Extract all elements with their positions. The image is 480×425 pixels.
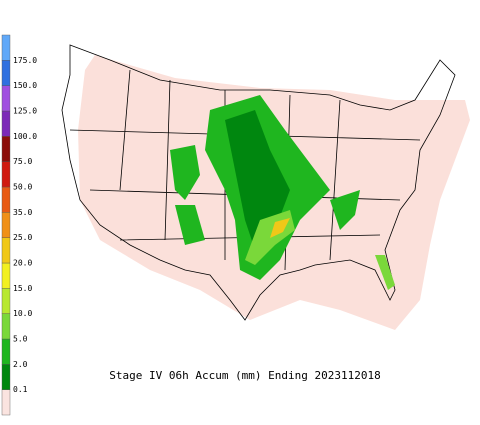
- legend-swatch: [1, 85, 11, 112]
- map-title: Stage IV 06h Accum (mm) Ending 202311201…: [109, 369, 381, 382]
- legend: 0.1 2.0 5.0 10.0 15.0 20.0 25.0 35.0 50.0 75.0 100…: [1, 34, 37, 416]
- legend-swatch: [1, 110, 11, 137]
- legend-label: 2.0: [13, 360, 28, 369]
- legend-swatch: [1, 136, 11, 162]
- legend-swatch: [1, 364, 11, 390]
- precip-areas: [170, 95, 395, 290]
- legend-swatch: [1, 212, 11, 238]
- legend-swatch: [1, 237, 11, 264]
- legend-label: 15.0: [13, 284, 32, 293]
- legend-swatch: [1, 161, 11, 188]
- legend-swatch: [1, 389, 11, 416]
- legend-label: 100.0: [13, 132, 37, 141]
- legend-label: 25.0: [13, 233, 32, 242]
- legend-swatch: [1, 60, 11, 86]
- legend-label: 125.0: [13, 107, 37, 116]
- legend-swatch: [1, 338, 11, 365]
- legend-swatch: [1, 34, 11, 61]
- legend-swatch: [1, 186, 11, 213]
- legend-label: 150.0: [13, 81, 37, 90]
- legend-swatch: [1, 262, 11, 289]
- legend-label: 75.0: [13, 157, 32, 166]
- legend-label: 35.0: [13, 208, 32, 217]
- legend-label: 10.0: [13, 309, 32, 318]
- legend-label: 0.1: [13, 385, 28, 394]
- legend-label: 20.0: [13, 259, 32, 268]
- legend-label: 175.0: [13, 56, 37, 65]
- legend-swatch: [1, 288, 11, 314]
- legend-label: 5.0: [13, 335, 28, 344]
- us-outline: [61, 44, 456, 321]
- legend-swatch: [1, 313, 11, 340]
- legend-label: 50.0: [13, 183, 32, 192]
